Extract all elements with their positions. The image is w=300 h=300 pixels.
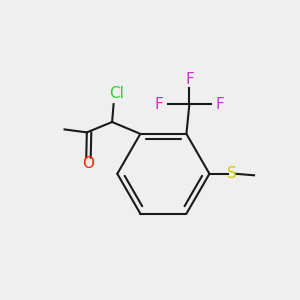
Text: F: F	[215, 97, 224, 112]
Text: S: S	[227, 166, 237, 181]
Text: F: F	[185, 72, 194, 87]
Text: O: O	[82, 155, 94, 170]
Text: F: F	[155, 97, 164, 112]
Text: Cl: Cl	[110, 86, 124, 101]
